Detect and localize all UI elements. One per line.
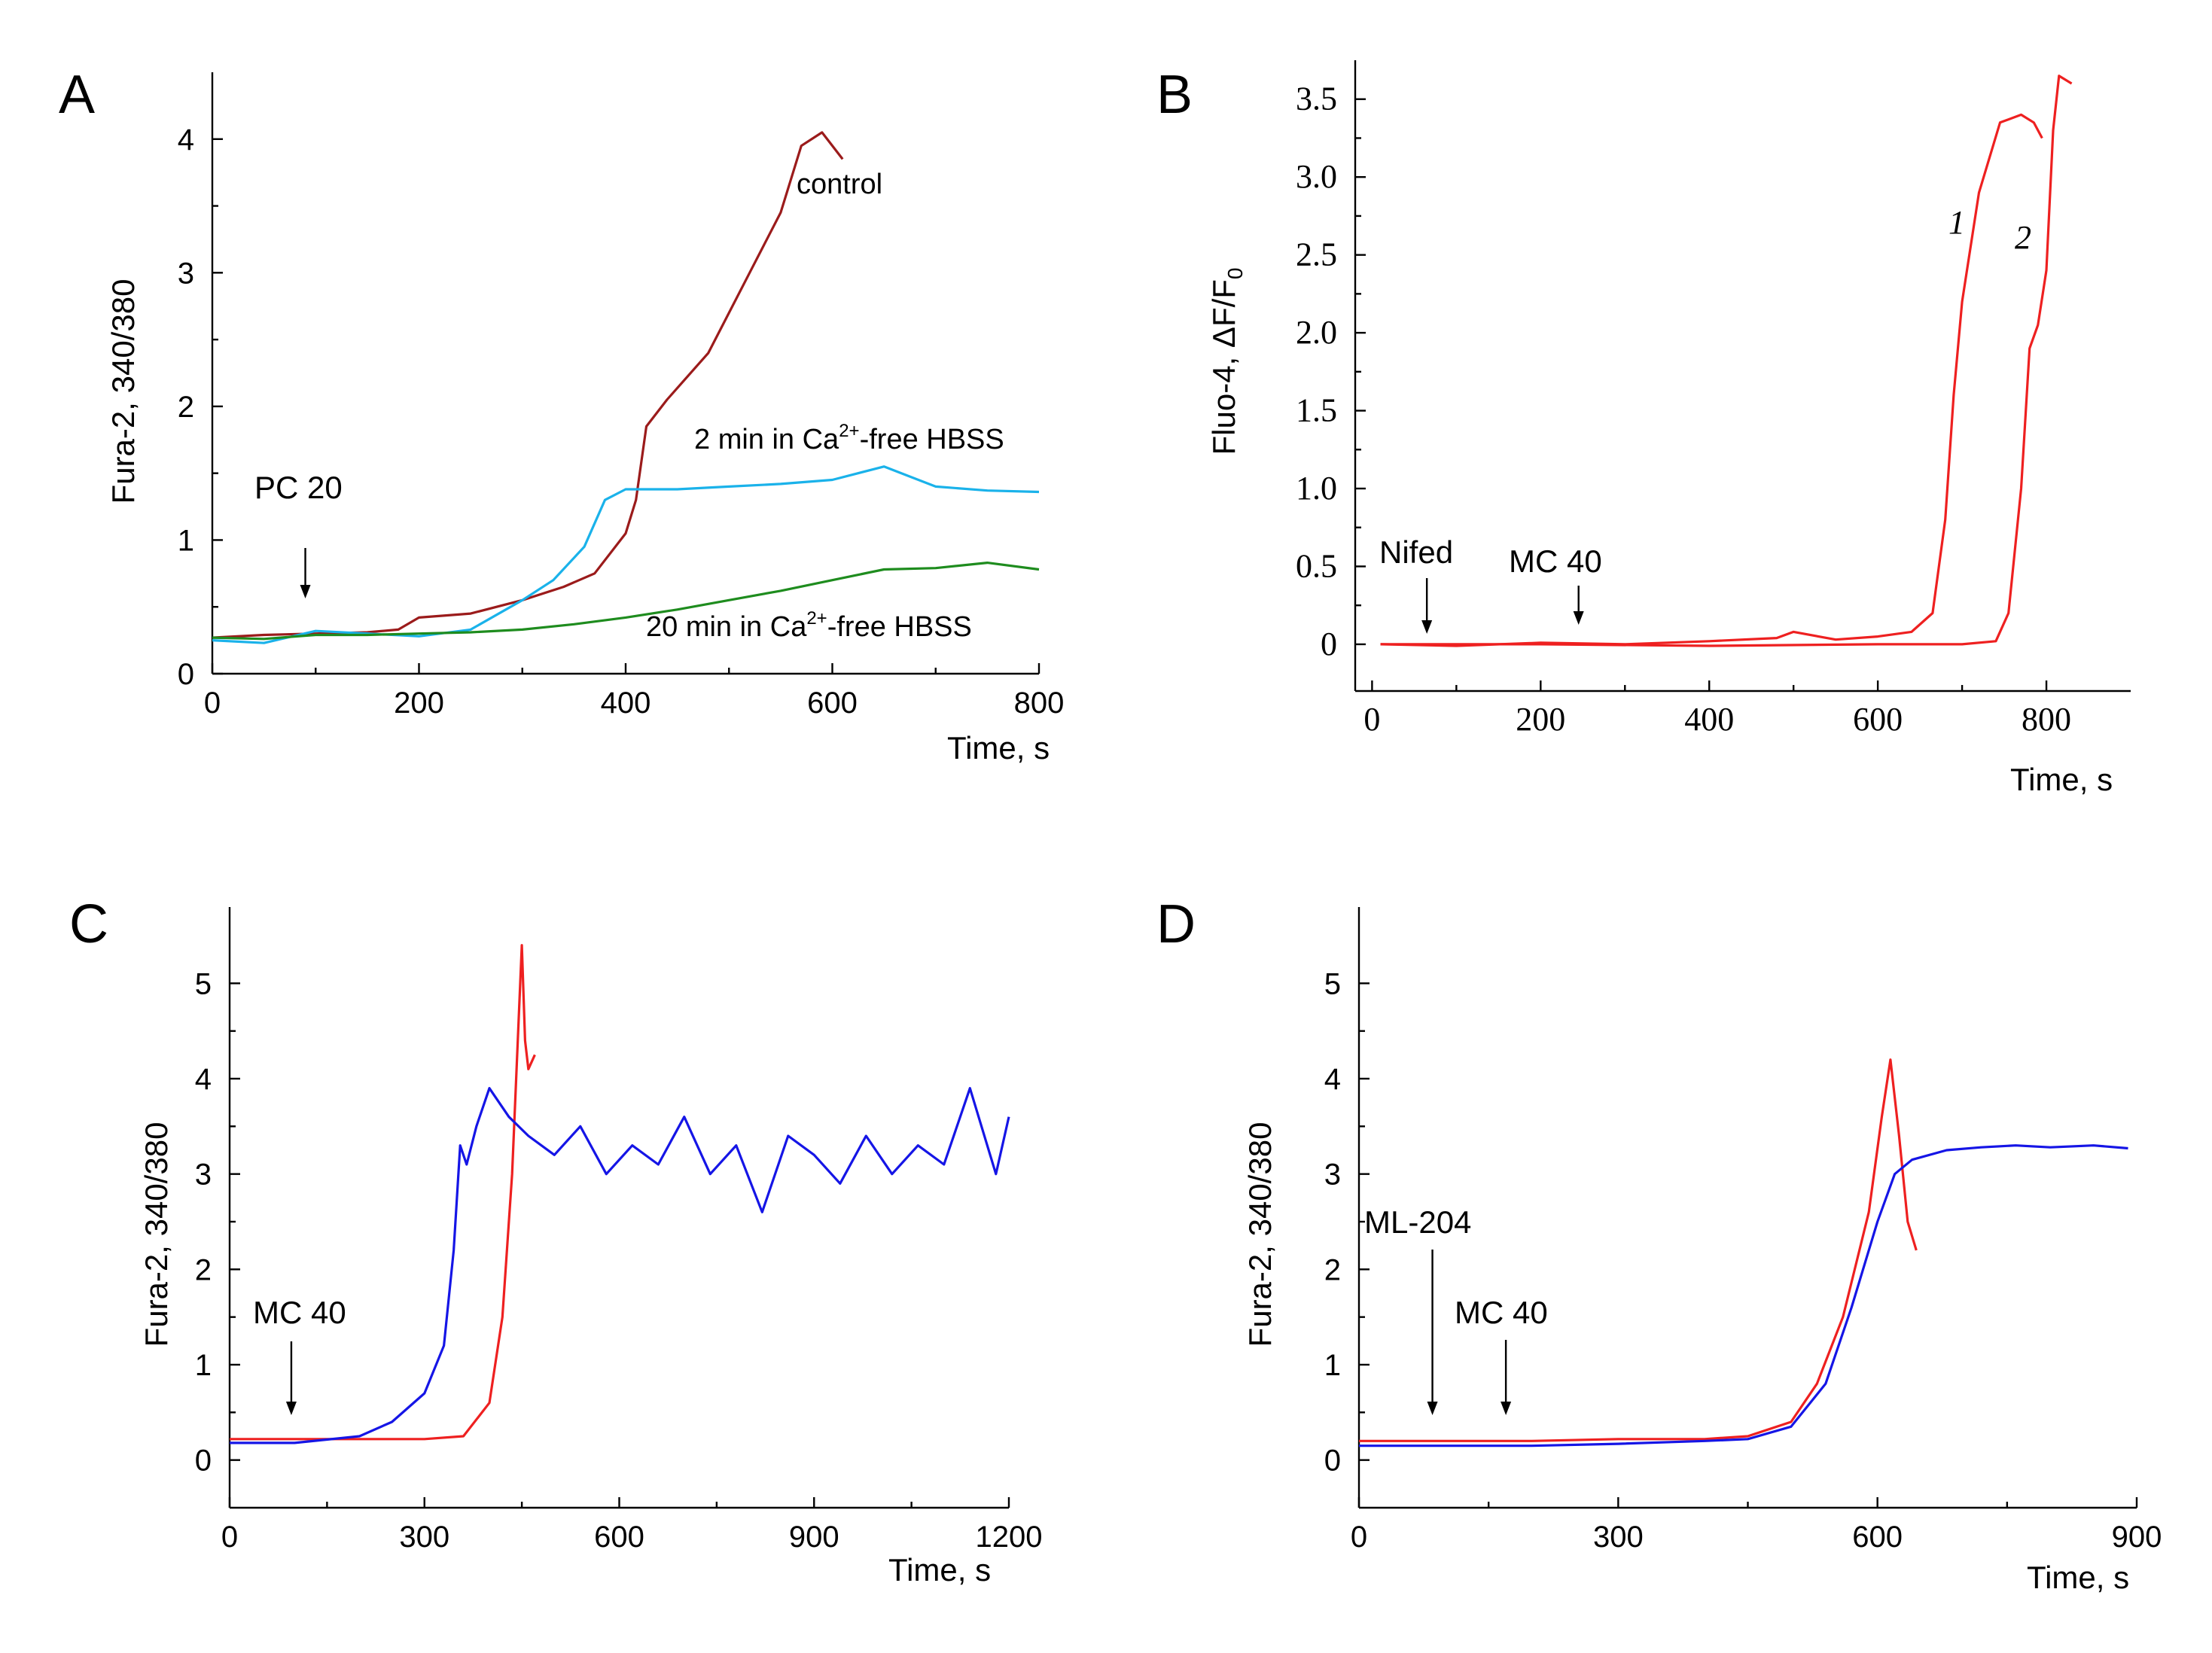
y-tick-label: 2.5: [1296, 236, 1337, 273]
x-tick-label: 0: [1363, 701, 1380, 738]
x-tick-label: 600: [594, 1521, 644, 1554]
annotation-arrowhead: [1427, 1402, 1438, 1415]
annotation-arrowhead: [300, 585, 311, 598]
plot-area: 0 300 600 900 0 1 2 3 4 5: [1324, 907, 2162, 1554]
y-tick-label: 3.0: [1296, 158, 1337, 195]
y-tick-label: 3: [178, 257, 194, 290]
annotation-label: MC 40: [1455, 1295, 1548, 1330]
y-tick-label: 2.0: [1296, 314, 1337, 351]
series-line-2: [1359, 1144, 2128, 1448]
series-label-2min: 2 min in Ca2+-free HBSS: [694, 421, 1004, 455]
x-tick-label: 300: [399, 1521, 449, 1554]
y-axis-label-text: Fluo-4, ΔF/F: [1206, 279, 1242, 455]
x-tick-label: 800: [1014, 686, 1065, 720]
y-tick-label: 4: [195, 1063, 212, 1096]
series-label-control: control: [797, 169, 882, 200]
curve-label-1: 1: [1948, 204, 1965, 241]
y-tick-label: 1: [195, 1349, 212, 1382]
x-tick-label: 600: [1853, 701, 1903, 738]
y-axis-label: Fura-2, 340/380: [139, 1122, 174, 1347]
y-tick-label: 1: [178, 524, 194, 557]
superscript: 2+: [806, 608, 827, 629]
y-axis-label: Fura-2, 340/380: [1242, 1122, 1278, 1347]
y-tick-label: 5: [195, 967, 212, 1000]
x-tick-label: 0: [221, 1521, 238, 1554]
annotation-arrowhead: [1573, 611, 1584, 625]
x-tick-label: 600: [807, 686, 858, 720]
x-tick-label: 900: [789, 1521, 839, 1554]
y-tick-label: 1.5: [1296, 392, 1337, 429]
panel-c: C 0 300 600 900 1200 0 1 2 3 4 5 Fura-2, 340/380 T…: [69, 894, 1042, 1588]
panel-letter: D: [1156, 894, 1196, 954]
annotation-label: ML-204: [1364, 1204, 1471, 1240]
series-line-2: [230, 1087, 1010, 1444]
x-tick-label: 0: [1351, 1521, 1367, 1554]
x-tick-label: 200: [394, 686, 444, 720]
curve-label-2: 2: [2015, 219, 2031, 256]
panel-b: B 0 200 400 600 800 0 0.5 1.0 1.5 2.0 2.5 3.0 3.5 Fl…: [1156, 60, 2131, 797]
series-line-1: [1359, 1058, 1918, 1442]
panel-d: D 0 300 600 900 0 1 2 3 4 5 Fura-2, 340/380 Time,…: [1156, 894, 2162, 1595]
y-tick-label: 4: [178, 123, 194, 157]
y-tick-label: 1.0: [1296, 470, 1337, 507]
y-tick-label: 0.5: [1296, 547, 1337, 584]
x-tick-label: 300: [1593, 1521, 1644, 1554]
y-tick-label: 2: [195, 1253, 212, 1286]
annotation-arrowhead: [1421, 620, 1433, 634]
x-tick-label: 800: [2022, 701, 2071, 738]
y-tick-label: 4: [1324, 1063, 1341, 1096]
annotation-label: PC 20: [254, 470, 343, 505]
superscript: 2+: [839, 421, 859, 441]
y-tick-label: 2: [178, 391, 194, 424]
x-axis-label: Time, s: [2027, 1560, 2129, 1595]
y-tick-label: 1: [1324, 1349, 1341, 1382]
series-label-20min-text: 20 min in Ca: [646, 611, 807, 643]
y-tick-label: 0: [1321, 626, 1337, 662]
plot-area: 0 300 600 900 1200 0 1 2 3 4 5: [195, 907, 1043, 1554]
series-label-20min: 20 min in Ca2+-free HBSS: [646, 608, 972, 643]
x-axis-label: Time, s: [947, 730, 1050, 766]
x-tick-label: 600: [1852, 1521, 1903, 1554]
series-label-20min-rest: -free HBSS: [827, 611, 972, 643]
series-line-1: [1380, 113, 2043, 647]
plot-area: 0 200 400 600 800 0 1 2 3 4: [178, 72, 1065, 720]
series-line-2: [212, 465, 1040, 644]
y-axis-label: Fura-2, 340/380: [105, 279, 141, 504]
y-tick-label: 0: [1324, 1444, 1341, 1478]
y-axis-label-sub: 0: [1223, 268, 1247, 280]
y-tick-label: 3: [195, 1158, 212, 1192]
panel-letter: B: [1156, 65, 1193, 125]
y-tick-label: 2: [1324, 1253, 1341, 1286]
annotation-arrowhead: [1501, 1402, 1512, 1415]
x-tick-label: 900: [2112, 1521, 2162, 1554]
y-tick-label: 0: [195, 1444, 212, 1478]
y-tick-label: 0: [178, 658, 194, 691]
series-line-1: [212, 131, 844, 639]
y-tick-label: 5: [1324, 967, 1341, 1000]
annotation-label: MC 40: [1509, 543, 1602, 579]
x-tick-label: 1200: [976, 1521, 1043, 1554]
series-label-2min-rest: -free HBSS: [860, 424, 1004, 455]
annotation-arrowhead: [285, 1402, 297, 1415]
x-axis-label: Time, s: [2010, 762, 2113, 797]
x-tick-label: 400: [1684, 701, 1734, 738]
panel-letter: C: [69, 894, 108, 954]
annotation-label: MC 40: [253, 1295, 346, 1330]
x-tick-label: 0: [204, 686, 221, 720]
annotation-label: Nifed: [1379, 534, 1453, 570]
series-label-2min-text: 2 min in Ca: [694, 424, 839, 455]
x-tick-label: 200: [1516, 701, 1565, 738]
x-tick-label: 400: [601, 686, 651, 720]
series-line-1: [230, 944, 536, 1441]
panel-letter: A: [59, 65, 95, 125]
x-axis-label: Time, s: [888, 1552, 991, 1588]
y-tick-label: 3: [1324, 1158, 1341, 1192]
y-tick-label: 3.5: [1296, 81, 1337, 117]
y-axis-label: Fluo-4, ΔF/F0: [1206, 268, 1247, 455]
series-line-2: [1380, 75, 2073, 647]
plot-area: 0 200 400 600 800 0 0.5 1.0 1.5 2.0 2.5 3.0 3.5: [1296, 60, 2131, 738]
panel-a: A 0 200 400 600 800 0 1 2 3 4 Fura-2, 340/380 Tim…: [59, 65, 1064, 766]
series-line-3: [212, 561, 1040, 641]
